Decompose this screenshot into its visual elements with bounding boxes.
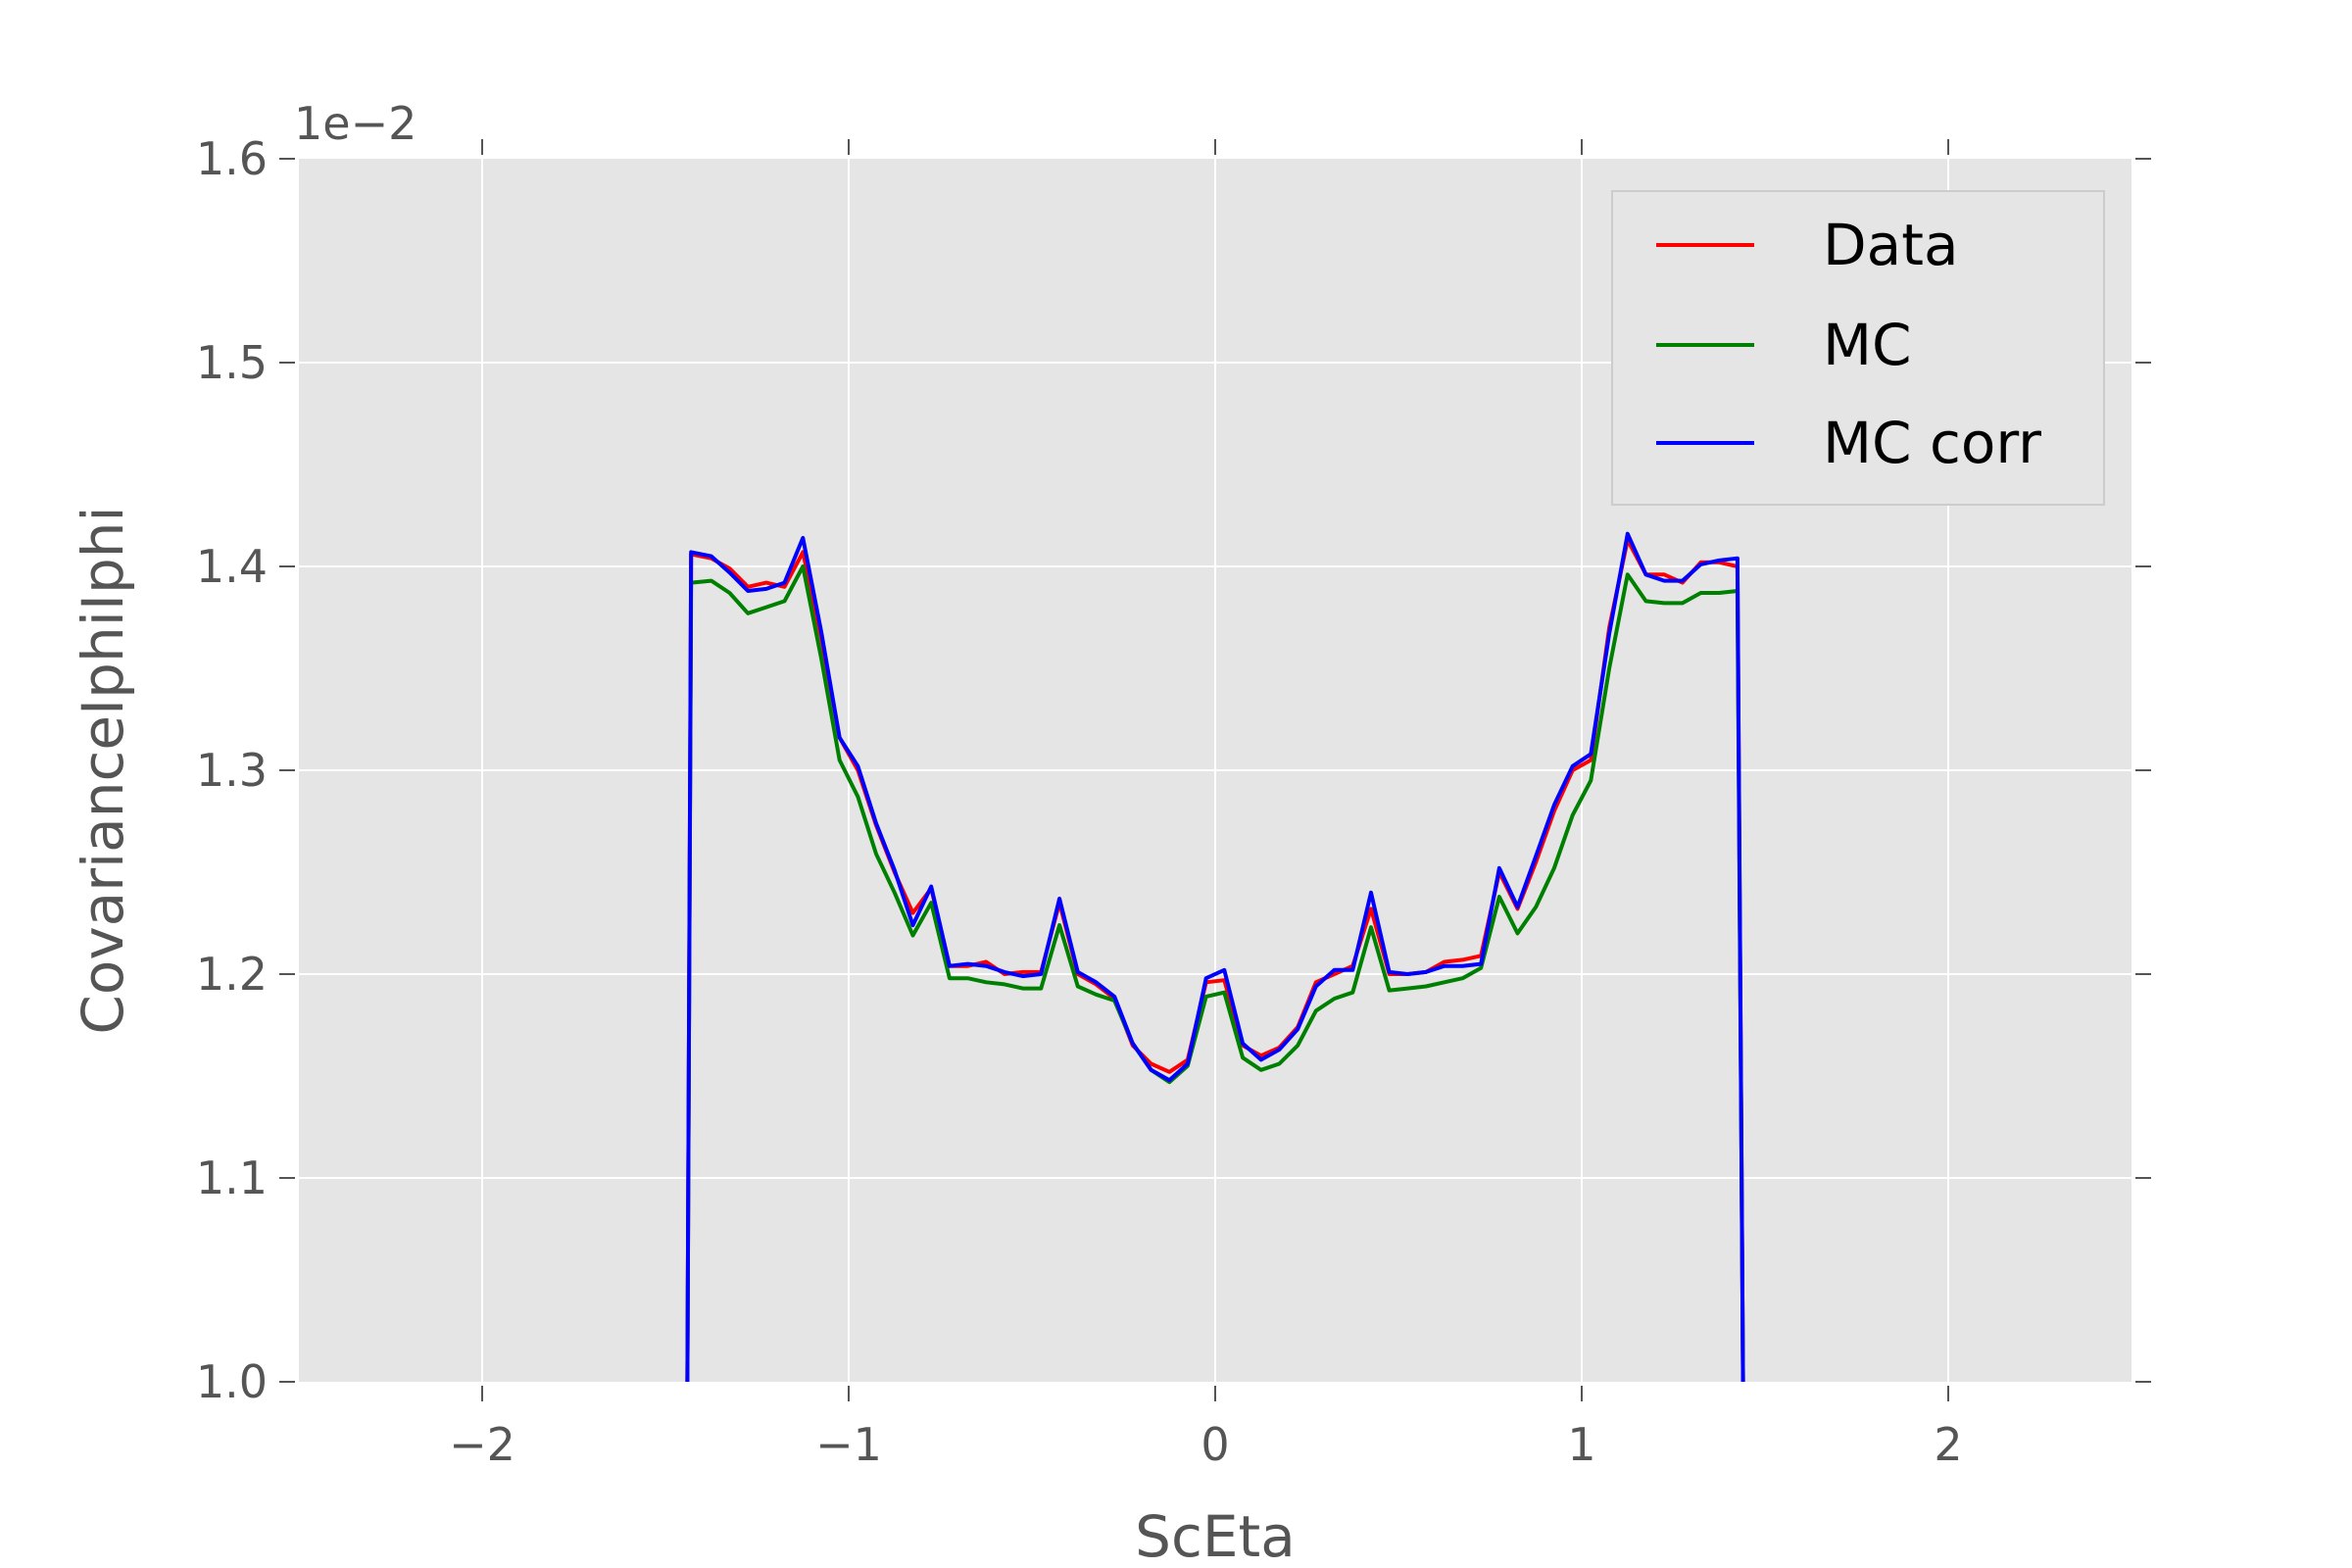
- y-tick-label: 1.6: [196, 132, 268, 185]
- x-tick-label: 0: [1200, 1418, 1229, 1471]
- y-offset-label: 1e−2: [294, 97, 416, 150]
- x-tick-label: 2: [1934, 1418, 1962, 1471]
- y-tick-label: 1.5: [196, 336, 268, 389]
- y-tick-label: 1.2: [196, 948, 268, 1001]
- x-tick-label: −2: [449, 1418, 515, 1471]
- ticks-layer: −2 −1 0 1 2 1.0 1.1 1.2 1.3 1.4 1.5 1.6: [196, 132, 2151, 1471]
- y-tick-label: 1.1: [196, 1152, 268, 1204]
- legend-label-mc-corr: MC corr: [1823, 410, 2041, 476]
- y-tick-label: 1.3: [196, 744, 268, 797]
- x-axis-label: ScEta: [1135, 1503, 1296, 1568]
- y-tick-label: 1.0: [196, 1355, 268, 1408]
- legend-label-mc: MC: [1823, 312, 1912, 378]
- x-tick-label: −1: [815, 1418, 882, 1471]
- y-axis-label: CovarianceIphiIphi: [70, 506, 136, 1034]
- series-line-mc: [685, 564, 1745, 1383]
- series-line-mc-corr: [685, 531, 1745, 1383]
- y-tick-label: 1.4: [196, 540, 268, 593]
- series-layer: [685, 531, 1745, 1383]
- legend-label-data: Data: [1823, 212, 1959, 278]
- legend: Data MC MC corr: [1611, 190, 2105, 506]
- x-tick-label: 1: [1567, 1418, 1595, 1471]
